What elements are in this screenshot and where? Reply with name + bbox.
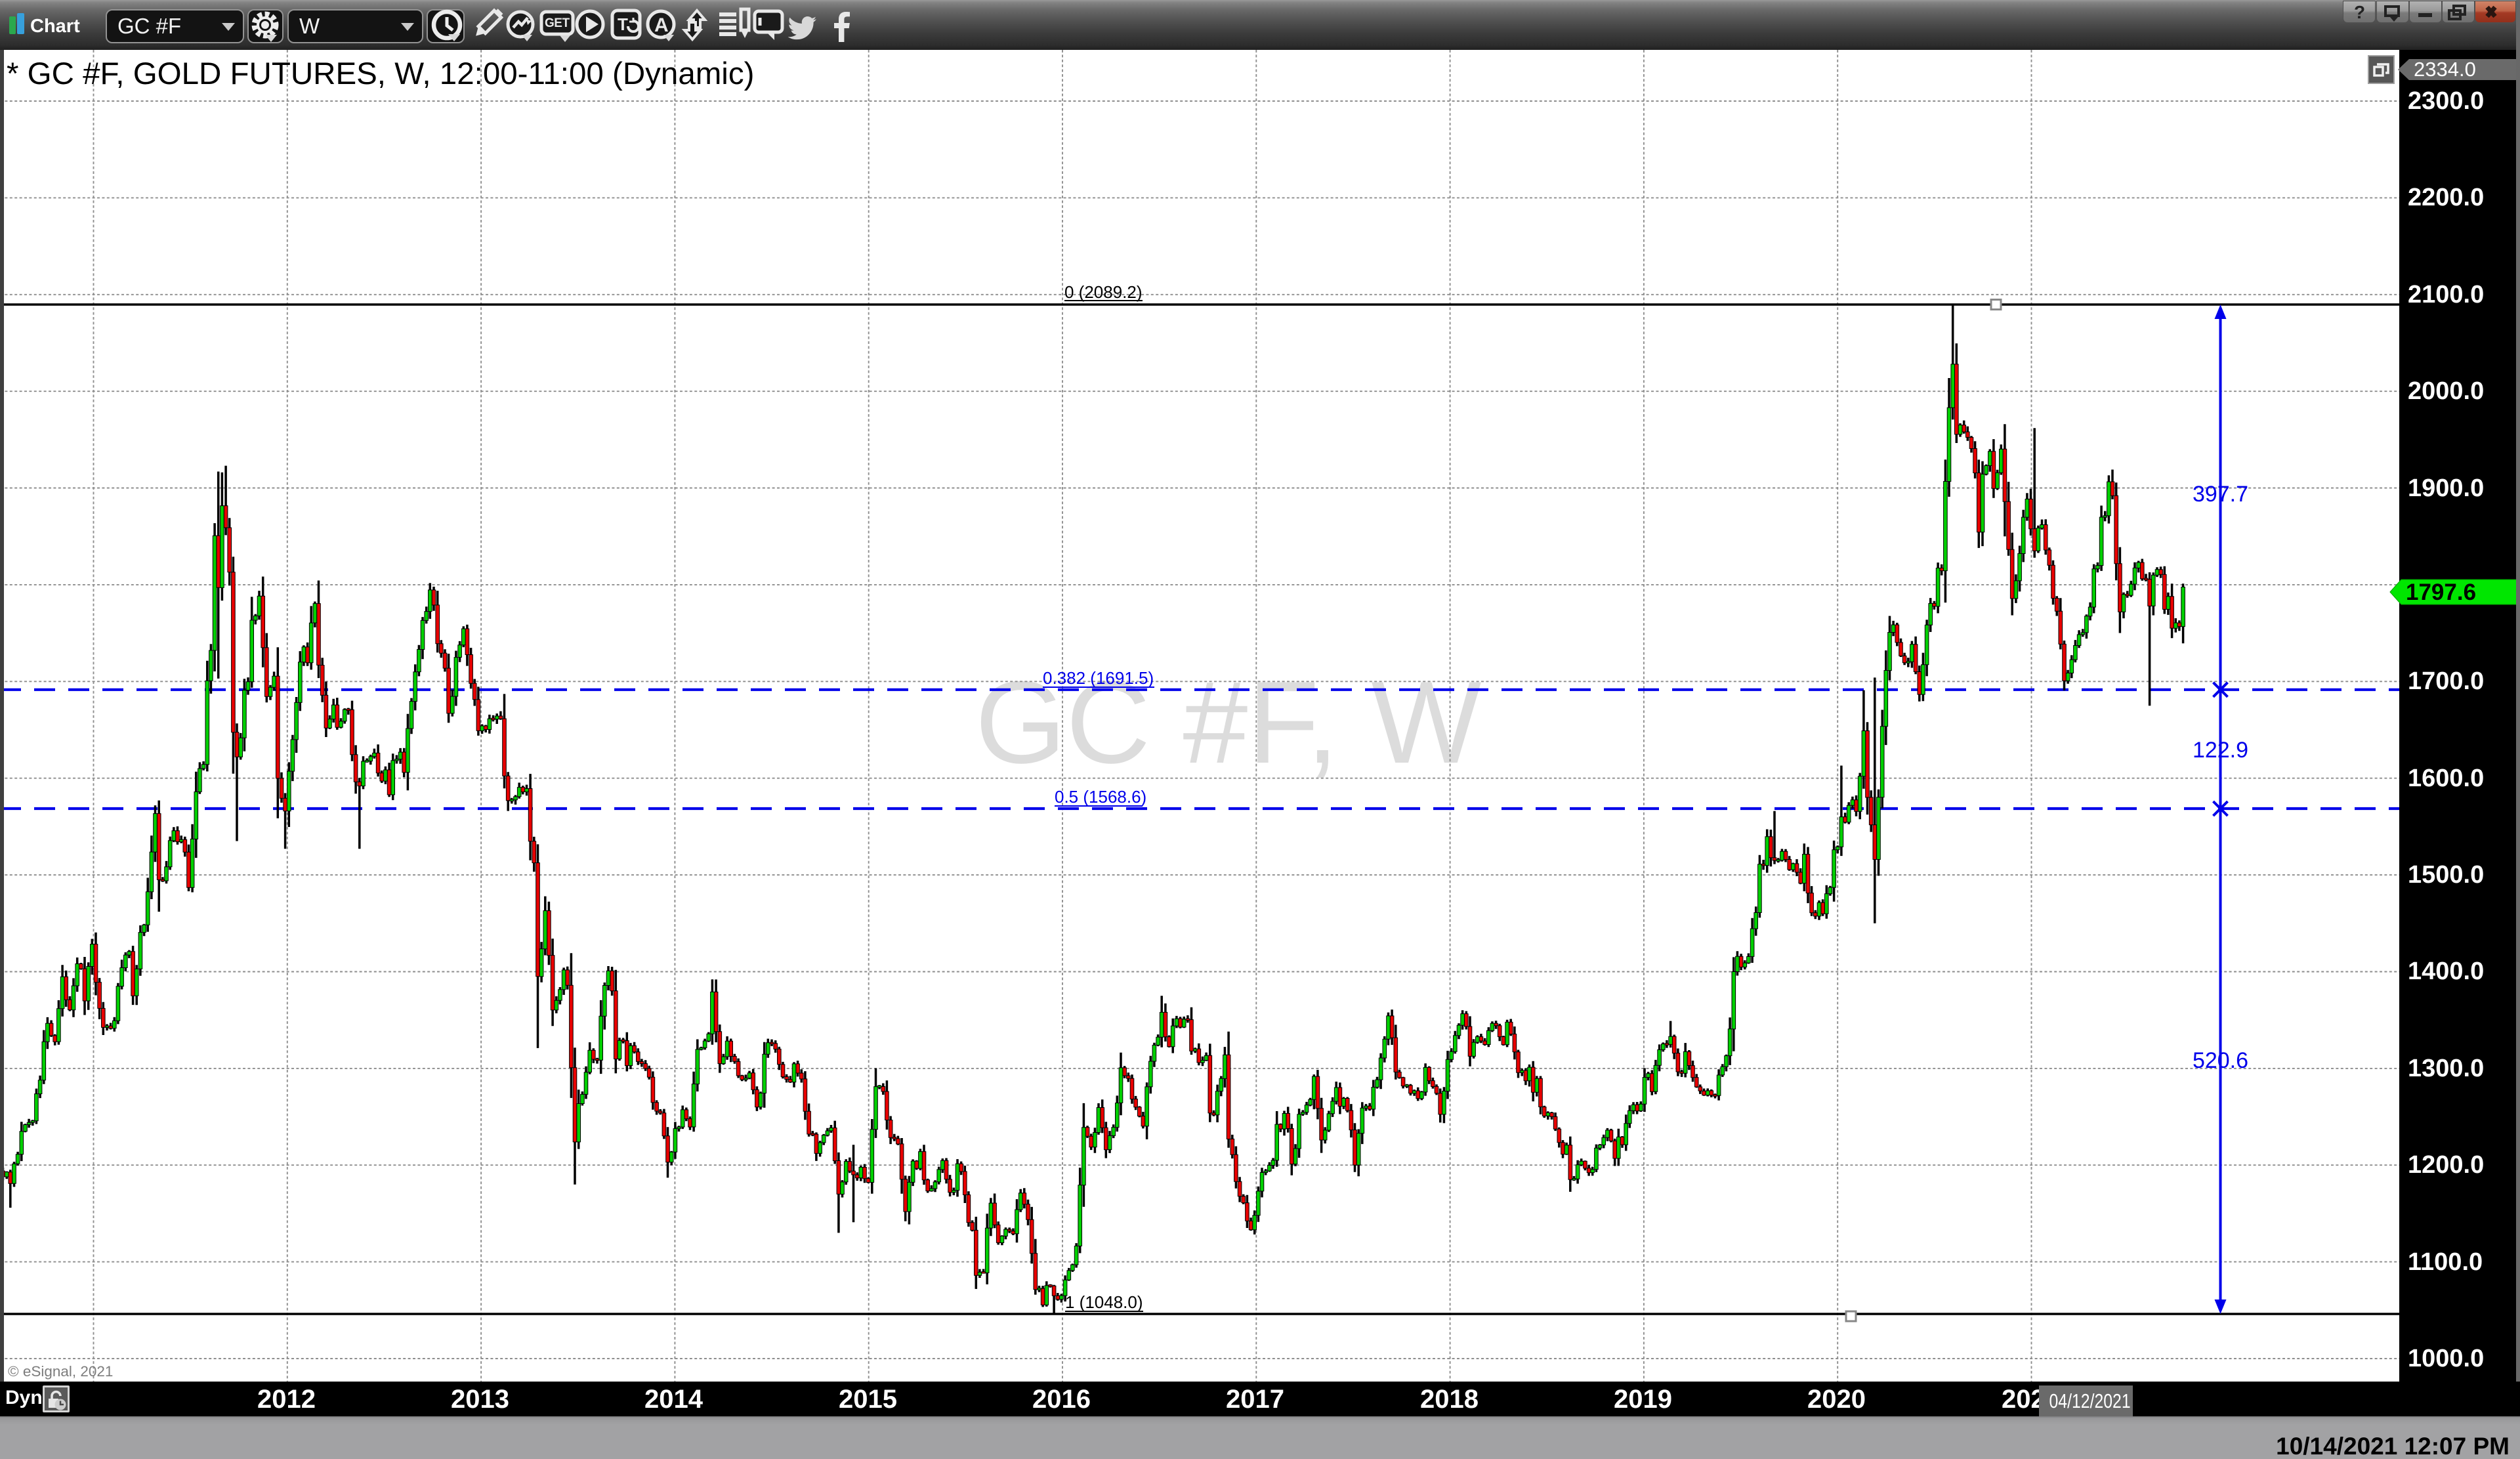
svg-text:122.9: 122.9 [2193,738,2248,763]
svg-text:1797.6: 1797.6 [2406,580,2476,605]
svg-text:T: T [618,14,628,34]
svg-text:A: A [654,14,669,36]
svg-text:1 (1048.0): 1 (1048.0) [1065,1292,1143,1312]
svg-text:0.382 (1691.5): 0.382 (1691.5) [1043,668,1154,688]
svg-text:397.7: 397.7 [2193,482,2248,507]
svg-text:GC #F, W: GC #F, W [975,657,1481,788]
svg-text:* GC #F, GOLD FUTURES, W, 12:0: * GC #F, GOLD FUTURES, W, 12:00-11:00 (D… [7,56,754,91]
svg-text:© eSignal, 2021: © eSignal, 2021 [8,1363,113,1380]
svg-text:Chart: Chart [30,16,80,37]
svg-text:GET: GET [545,16,570,30]
svg-text:0 (2089.2): 0 (2089.2) [1064,282,1143,302]
svg-text:?: ? [2354,2,2365,22]
svg-text:2334.0: 2334.0 [2414,58,2476,81]
svg-text:0.5 (1568.6): 0.5 (1568.6) [1055,787,1146,807]
svg-text:520.6: 520.6 [2193,1048,2248,1073]
